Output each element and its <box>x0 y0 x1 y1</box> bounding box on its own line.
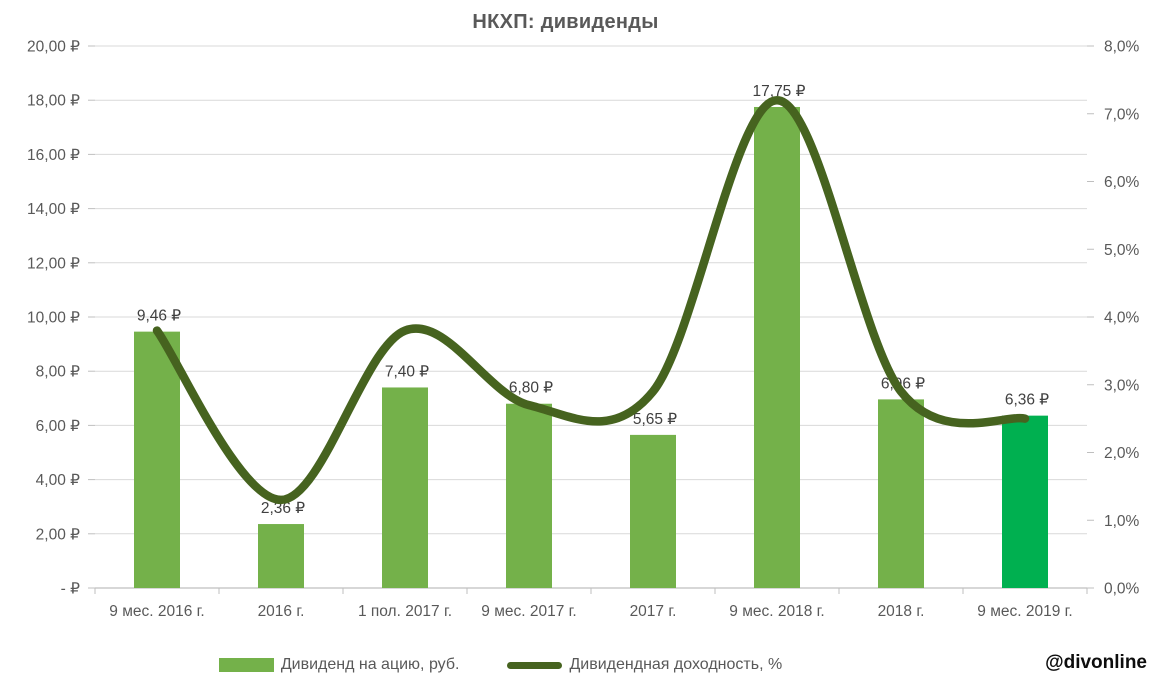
left-axis-label: 18,00 ₽ <box>27 93 80 110</box>
left-axis-label: 8,00 ₽ <box>36 364 80 381</box>
left-axis-label: - ₽ <box>61 581 80 598</box>
x-axis-label: 9 мес. 2016 г. <box>109 603 204 620</box>
right-axis-label: 5,0% <box>1104 242 1140 259</box>
x-axis-label: 2017 г. <box>630 603 677 620</box>
left-axis-label: 2,00 ₽ <box>36 526 80 543</box>
watermark: @divonline <box>1045 652 1147 673</box>
right-axis-label: 3,0% <box>1104 377 1140 394</box>
right-axis-label: 8,0% <box>1104 39 1140 56</box>
legend-item-dividend: Дивиденд на ацию, руб. <box>218 656 460 674</box>
bar <box>382 387 428 588</box>
legend-line-label: Дивидендная доходность, % <box>569 656 783 673</box>
left-axis-label: 10,00 ₽ <box>27 310 80 327</box>
right-axis-label: 2,0% <box>1104 445 1140 462</box>
bar <box>134 331 180 588</box>
x-axis-label: 1 пол. 2017 г. <box>358 603 452 620</box>
bar <box>1002 415 1048 588</box>
bar <box>258 524 304 588</box>
legend-bar-swatch-icon <box>218 658 274 672</box>
bar-value-label: 5,65 ₽ <box>633 411 677 428</box>
right-axis-label: 4,0% <box>1104 310 1140 327</box>
bar-value-label: 2,36 ₽ <box>261 500 305 517</box>
legend-item-yield: Дивидендная доходность, % <box>507 656 782 674</box>
bar <box>878 399 924 588</box>
x-axis-label: 2016 г. <box>258 603 305 620</box>
x-axis-label: 9 мес. 2018 г. <box>729 603 824 620</box>
yield-line <box>152 95 1030 505</box>
chart-title: НКХП: дивиденды <box>472 11 659 33</box>
left-axis-label: 6,00 ₽ <box>36 418 80 435</box>
legend-line-swatch-icon <box>507 661 563 669</box>
bar-value-label: 17,75 ₽ <box>753 83 806 100</box>
bar <box>630 434 676 588</box>
right-axis-label: 7,0% <box>1104 106 1140 123</box>
bar-value-label: 7,40 ₽ <box>385 363 429 380</box>
bar-value-label: 9,46 ₽ <box>137 308 181 325</box>
left-axis-label: 4,00 ₽ <box>36 472 80 489</box>
legend-bar-label: Дивиденд на ацию, руб. <box>280 656 460 673</box>
left-axis-label: 16,00 ₽ <box>27 147 80 164</box>
right-axis-label: 0,0% <box>1104 581 1140 598</box>
x-axis-label: 9 мес. 2019 г. <box>977 603 1072 620</box>
chart-legend: Дивиденд на ацию, руб. Дивидендная доход… <box>0 656 1001 674</box>
bar <box>754 106 800 588</box>
bar <box>506 403 552 588</box>
right-axis-label: 1,0% <box>1104 513 1140 530</box>
bar-value-label: 6,80 ₽ <box>509 380 553 397</box>
x-axis-label: 9 мес. 2017 г. <box>481 603 576 620</box>
bar-value-label: 6,36 ₽ <box>1005 392 1049 409</box>
left-axis-label: 12,00 ₽ <box>27 255 80 272</box>
left-axis-label: 20,00 ₽ <box>27 39 80 56</box>
x-axis-label: 2018 г. <box>878 603 925 620</box>
left-axis-label: 14,00 ₽ <box>27 201 80 218</box>
right-axis-label: 6,0% <box>1104 174 1140 191</box>
